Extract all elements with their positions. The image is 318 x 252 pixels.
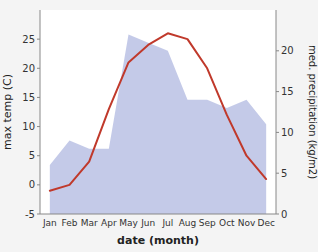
y-tick-label: 0 (29, 179, 35, 190)
y-tick (37, 214, 40, 215)
y-tick (37, 39, 40, 40)
precipitation-area (50, 34, 266, 214)
plot-area (50, 33, 266, 214)
y2-tick-label: 10 (281, 127, 294, 138)
plot-background (40, 10, 276, 214)
y2-tick-label: 5 (281, 168, 287, 179)
y-axis-label: max temp (C) (1, 74, 14, 150)
x-tick-label: Nov (238, 218, 256, 228)
y-tick-label: -5 (25, 209, 35, 220)
y-tick-label: 20 (22, 63, 35, 74)
x-axis-line (40, 214, 276, 215)
x-tick-label: Oct (219, 218, 235, 228)
y2-tick (276, 50, 279, 51)
x-tick-label: Jan (42, 218, 57, 228)
y-tick-label: 25 (22, 34, 35, 45)
y-tick (37, 184, 40, 185)
x-tick-label: Apr (101, 218, 117, 228)
x-tick-label: Feb (62, 218, 78, 228)
chart: -5 0 5 10 15 20 25 0 5 10 15 20 Jan FebMarAprMayJun Ju… (0, 0, 318, 252)
x-tick-label: Jul (161, 218, 173, 228)
x-axis-label: date (month) (117, 234, 199, 247)
y2-tick-label: 20 (281, 45, 294, 56)
y-tick (37, 97, 40, 98)
y2-tick-label: 0 (281, 209, 287, 220)
y-tick-label: 5 (29, 150, 35, 161)
temperature-line (50, 33, 266, 190)
x-tick-label: Mar (81, 218, 98, 228)
x-tick-label: Sep (199, 218, 216, 228)
y2-tick (276, 173, 279, 174)
y2-tick (276, 132, 279, 133)
x-tick-label: May (119, 218, 138, 228)
left-axis-line (40, 10, 41, 214)
y2-tick (276, 91, 279, 92)
x-tick-label: Jun (140, 218, 155, 228)
y2-tick-label: 15 (281, 86, 294, 97)
x-tick-label: Aug (179, 218, 197, 228)
y-tick (37, 155, 40, 156)
y-tick (37, 68, 40, 69)
y-tick-label: 15 (22, 92, 35, 103)
y2-tick (276, 214, 279, 215)
y-tick-label: 10 (22, 121, 35, 132)
x-tick-label: Dec (257, 218, 274, 228)
y-tick (37, 126, 40, 127)
y2-axis-label: med. precipitation (kg/m2) (307, 45, 318, 179)
right-axis-line (276, 10, 277, 214)
